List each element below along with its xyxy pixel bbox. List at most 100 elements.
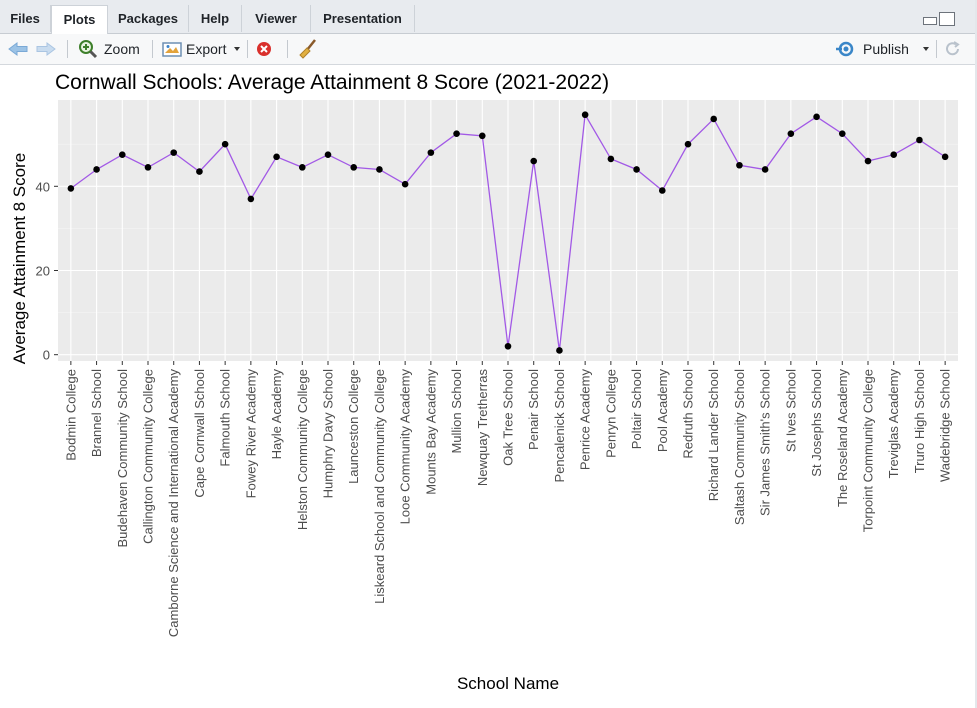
data-point [710, 115, 718, 123]
data-point [67, 185, 75, 192]
x-tick-label: Poltair School [629, 369, 644, 449]
x-tick-label: Liskeard School and Community College [372, 369, 387, 604]
tab-plots[interactable]: Plots [51, 5, 108, 34]
x-tick-label: Truro High School [912, 369, 927, 473]
data-point [864, 157, 872, 165]
data-point [350, 164, 358, 171]
chevron-down-icon [234, 47, 241, 51]
data-point [324, 151, 332, 159]
x-tick-label: Redruth School [681, 369, 696, 459]
x-tick-label: Hayle Academy [269, 369, 284, 460]
data-point [581, 111, 589, 119]
x-tick-label: Richard Lander School [706, 369, 721, 501]
data-point [144, 164, 152, 171]
data-point [118, 151, 126, 159]
tab-help[interactable]: Help [189, 5, 242, 32]
remove-plot-icon [257, 42, 271, 56]
zoom-label: Zoom [104, 41, 140, 57]
x-tick-label: Looe Community Academy [398, 369, 413, 525]
data-point [658, 187, 666, 194]
x-tick-label: Fowey River Academy [243, 369, 258, 499]
plot-viewer: 0 20 40 Bodmin College Brannel School Budehav… [0, 65, 975, 705]
toolbar-divider [67, 40, 68, 58]
chart-title: Cornwall Schools: Average Attainment 8 S… [55, 71, 609, 94]
x-tick-label: Brannel School [89, 369, 104, 457]
data-point [453, 130, 460, 137]
publish-label: Publish [863, 41, 909, 57]
x-tick-label: Callington Community College [141, 369, 156, 544]
tab-viewer[interactable]: Viewer [242, 5, 311, 32]
x-tick-label: The Roseland Academy [835, 369, 850, 508]
data-point [221, 140, 229, 148]
data-point [787, 130, 795, 137]
remove-plot-button[interactable] [256, 34, 272, 64]
x-tick-label: Penair School [526, 369, 541, 450]
x-tick-label: Newquay Tretherras [475, 369, 490, 487]
data-point [170, 149, 178, 156]
x-tick-label: Falmouth School [218, 369, 233, 467]
data-point [941, 153, 949, 161]
data-point [684, 140, 692, 148]
x-tick-label: St Ives School [783, 369, 798, 452]
data-point [607, 155, 615, 163]
maximize-pane-icon[interactable] [939, 12, 955, 26]
x-tick-label: Launceston College [346, 369, 361, 484]
export-label: Export [186, 41, 227, 57]
y-axis-title: Average Attainment 8 Score [10, 153, 29, 364]
x-tick-label: Pool Academy [655, 369, 670, 453]
data-point [401, 180, 409, 188]
back-button[interactable] [8, 34, 28, 64]
data-point [376, 166, 383, 173]
data-point [761, 166, 769, 173]
x-tick-label: Wadebridge School [938, 369, 953, 482]
x-tick-label: Pencalenick School [552, 369, 567, 483]
x-tick-label: Humphry Davy School [321, 369, 336, 498]
minimize-pane-icon[interactable] [923, 17, 937, 25]
x-tick-label: Camborne Science and International Acade… [166, 369, 181, 638]
data-point [916, 136, 923, 144]
pane-tab-bar: Files Plots Packages Help Viewer Present… [0, 0, 975, 34]
data-point [93, 166, 100, 173]
x-tick-label: Helston Community College [295, 369, 310, 530]
data-point [633, 166, 640, 173]
y-tick-label: 0 [43, 348, 50, 363]
x-axis-title: School Name [457, 674, 559, 693]
tab-presentation[interactable]: Presentation [311, 5, 415, 32]
y-tick-label: 20 [36, 263, 50, 278]
zoom-icon [79, 40, 98, 59]
data-point [504, 342, 512, 350]
chevron-down-icon [922, 47, 929, 51]
x-tick-label: Oak Tree School [501, 369, 516, 466]
broom-icon [299, 39, 316, 59]
toolbar-divider [287, 40, 288, 58]
y-tick-label: 40 [36, 179, 50, 194]
attainment-chart: 0 20 40 Bodmin College Brannel School Budehav… [10, 71, 958, 693]
forward-button[interactable] [36, 34, 56, 64]
refresh-icon [946, 41, 960, 56]
publish-button[interactable]: Publish [836, 34, 933, 64]
x-tick-label: Saltash Community School [732, 369, 747, 525]
pane-border [975, 0, 977, 708]
x-tick-label: Penryn College [603, 369, 618, 458]
data-point [530, 157, 538, 165]
arrow-right-icon [36, 42, 56, 56]
x-tick-label: Bodmin College [63, 369, 78, 461]
x-tick-label: Mullion School [449, 369, 464, 454]
clear-plots-button[interactable] [298, 34, 318, 64]
data-point [890, 151, 898, 159]
x-tick-label: St Josephs School [809, 369, 824, 477]
x-tick-label: Budehaven Community School [115, 369, 130, 548]
export-button[interactable]: Export [162, 34, 244, 64]
data-point [247, 195, 255, 203]
export-icon [162, 42, 182, 57]
tab-packages[interactable]: Packages [108, 5, 189, 32]
data-point [813, 113, 820, 121]
tab-files[interactable]: Files [0, 5, 51, 32]
x-tick-label: Sir James Smith's School [758, 369, 773, 516]
data-point [196, 168, 203, 175]
x-tick-label: Cape Cornwall School [192, 369, 207, 498]
toolbar-divider [152, 40, 153, 58]
refresh-button[interactable] [944, 34, 962, 64]
zoom-button[interactable]: Zoom [78, 34, 140, 64]
data-point [838, 130, 846, 137]
